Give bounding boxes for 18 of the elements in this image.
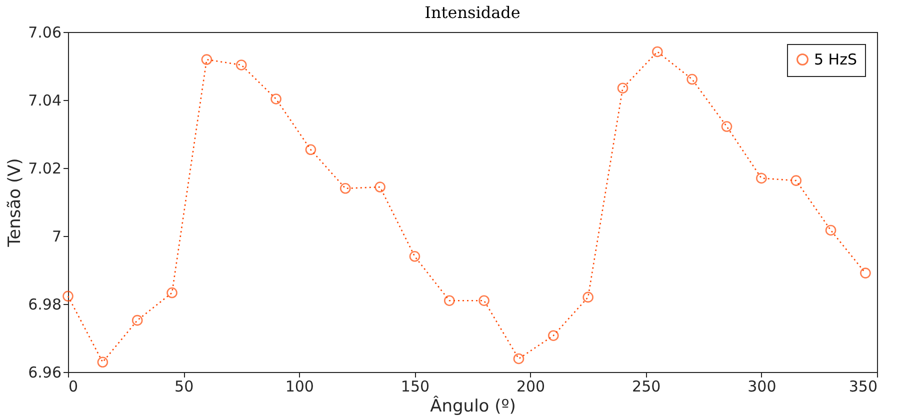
x-tick-label: 50 [174,378,194,396]
chart-title: Intensidade [424,3,520,22]
x-tick-label: 300 [748,378,776,396]
legend-label: 5 HzS [814,50,857,68]
y-tick-label: 6.98 [28,296,62,314]
x-tick-label: 0 [68,378,78,396]
y-axis-title: Tensão (V) [5,158,26,248]
y-tick-label: 7.02 [28,160,62,178]
x-axis-title: Ângulo (º) [430,396,516,416]
x-tick-label: 200 [516,378,546,396]
y-tick-label: 6.96 [28,364,62,382]
y-tick-label: 7.04 [28,92,62,110]
x-tick-label: 150 [400,378,430,396]
x-tick-label: 250 [632,378,661,396]
y-tick-label: 7.06 [28,24,62,42]
y-tick-label: 7 [52,228,62,246]
x-tick-label: 350 [848,378,878,396]
x-tick-label: 100 [285,378,314,396]
